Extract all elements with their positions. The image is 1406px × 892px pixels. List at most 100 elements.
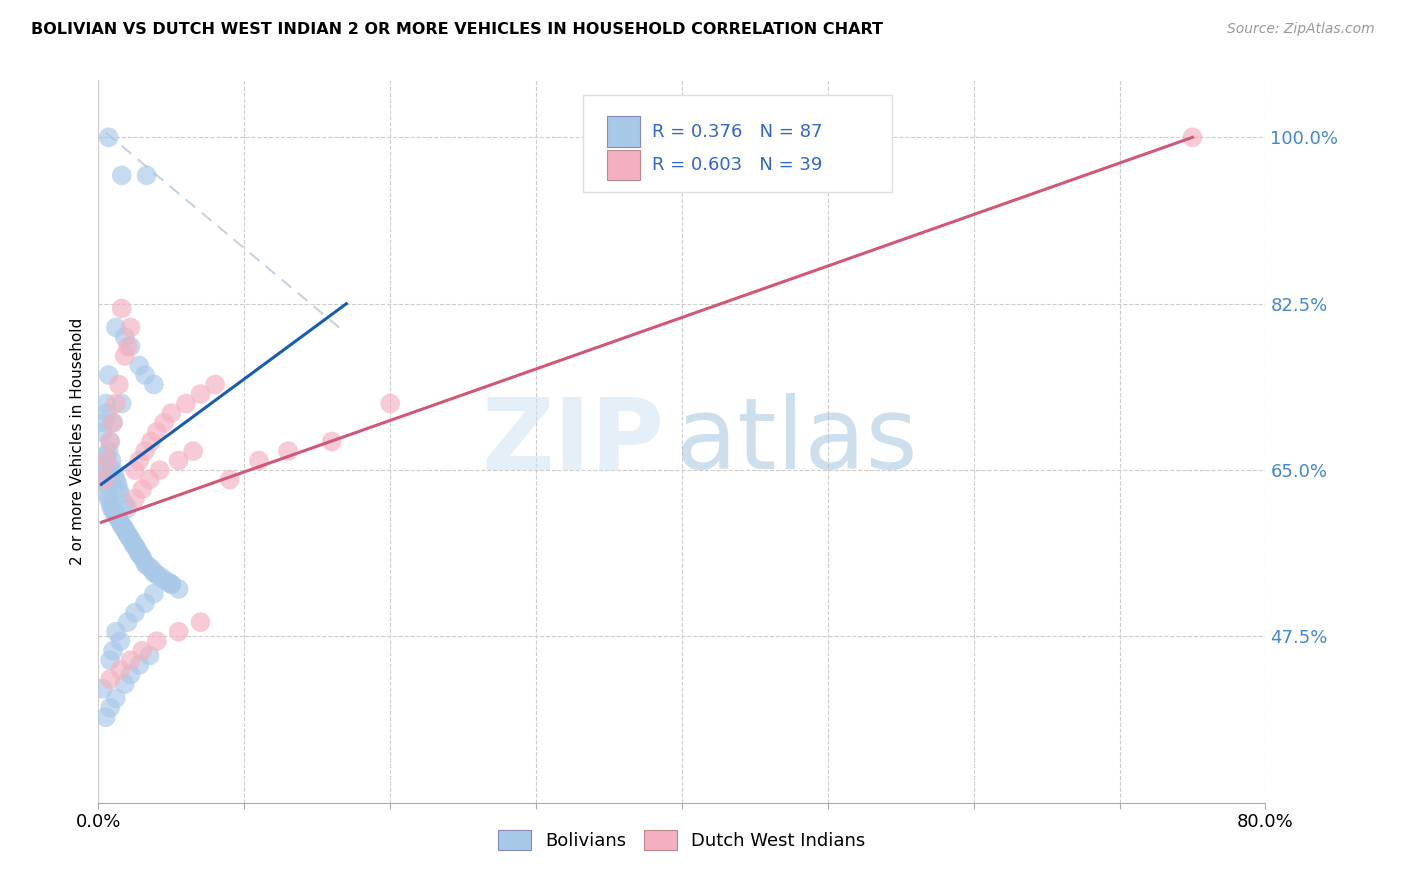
Point (190, 615, 212, 630)
Point (108, 377, 131, 392)
Point (139, 434, 162, 449)
Point (101, 416, 124, 430)
Point (96, 406, 118, 420)
Point (149, 463, 172, 477)
Point (142, 587, 165, 601)
Text: R = 0.376   N = 87: R = 0.376 N = 87 (651, 122, 823, 141)
Point (141, 563, 163, 577)
Point (121, 534, 143, 549)
FancyBboxPatch shape (582, 95, 891, 193)
Point (128, 453, 150, 467)
Point (104, 320, 127, 334)
Point (110, 663, 132, 677)
Point (120, 532, 142, 546)
Point (124, 463, 146, 477)
Point (111, 301, 134, 316)
Point (218, 473, 240, 487)
Point (131, 482, 153, 496)
Point (96, 487, 118, 501)
Point (98, 496, 121, 510)
Point (142, 566, 165, 580)
Point (138, 473, 160, 487)
Point (380, 396, 402, 410)
Point (114, 522, 136, 536)
Point (100, 453, 122, 467)
Point (122, 537, 145, 551)
Point (111, 396, 134, 410)
Point (101, 503, 124, 517)
Point (104, 508, 127, 522)
Point (128, 359, 150, 373)
Point (124, 606, 146, 620)
Point (125, 541, 148, 555)
Point (117, 339, 139, 353)
FancyBboxPatch shape (607, 116, 640, 147)
Point (110, 634, 132, 648)
Y-axis label: 2 or more Vehicles in Household: 2 or more Vehicles in Household (69, 318, 84, 566)
Point (160, 406, 183, 420)
Point (104, 624, 127, 639)
Point (103, 467, 125, 482)
Point (146, 567, 169, 582)
Point (112, 520, 135, 534)
Point (204, 377, 226, 392)
Point (97, 130, 120, 145)
Point (96, 453, 118, 467)
Point (114, 349, 136, 363)
Point (108, 482, 131, 496)
Text: BOLIVIAN VS DUTCH WEST INDIAN 2 OR MORE VEHICLES IN HOUSEHOLD CORRELATION CHART: BOLIVIAN VS DUTCH WEST INDIAN 2 OR MORE … (31, 22, 883, 37)
Point (115, 524, 138, 539)
Point (321, 434, 343, 449)
Point (149, 569, 172, 583)
Point (110, 516, 132, 530)
Point (1181, 130, 1204, 145)
Point (146, 425, 169, 439)
Point (111, 518, 134, 533)
Point (142, 377, 165, 392)
Point (94, 477, 117, 491)
Point (138, 648, 160, 663)
Point (134, 368, 156, 382)
FancyBboxPatch shape (607, 150, 640, 180)
Point (93, 465, 115, 479)
Point (128, 657, 150, 672)
Legend: Bolivians, Dutch West Indians: Bolivians, Dutch West Indians (491, 822, 873, 857)
Point (97, 444, 120, 458)
Text: atlas: atlas (676, 393, 918, 490)
Point (118, 530, 141, 544)
Point (128, 547, 150, 561)
Point (120, 339, 142, 353)
Point (247, 453, 270, 467)
Point (117, 527, 139, 541)
Point (105, 510, 128, 524)
Text: Source: ZipAtlas.com: Source: ZipAtlas.com (1227, 22, 1375, 37)
Point (174, 396, 197, 410)
Point (160, 577, 183, 591)
Point (120, 320, 142, 334)
Point (153, 416, 176, 430)
Point (103, 506, 125, 520)
Point (91, 681, 114, 696)
Point (104, 473, 127, 487)
Point (96, 455, 118, 469)
Point (127, 544, 149, 558)
Text: ZIP: ZIP (481, 393, 665, 490)
Point (167, 582, 190, 596)
Point (91, 473, 114, 487)
Point (114, 496, 136, 510)
Point (104, 396, 127, 410)
Point (101, 643, 124, 657)
Point (146, 634, 169, 648)
Point (111, 169, 134, 183)
Point (181, 444, 204, 458)
Point (98, 434, 121, 449)
Point (114, 677, 136, 691)
Point (167, 624, 190, 639)
Point (91, 425, 114, 439)
Point (101, 463, 124, 477)
Point (98, 700, 121, 714)
Point (135, 558, 157, 573)
Point (138, 560, 160, 574)
Point (94, 710, 117, 724)
Point (131, 550, 153, 565)
